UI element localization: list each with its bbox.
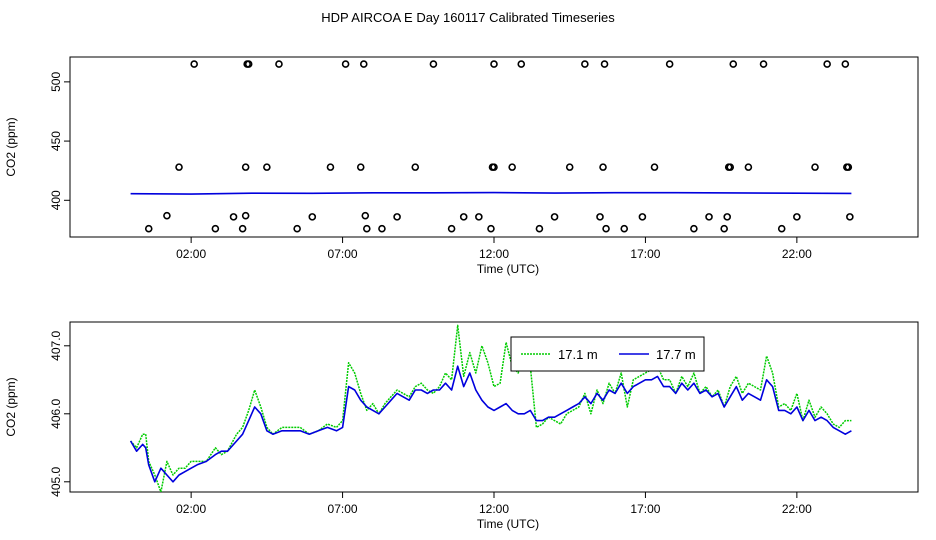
y-tick-label: 450 xyxy=(49,131,63,151)
data-point xyxy=(144,224,153,233)
data-point xyxy=(238,224,247,233)
y-tick-label: 406.0 xyxy=(49,398,63,428)
series-line-17-1-m xyxy=(130,324,852,492)
data-point xyxy=(190,60,198,68)
data-point xyxy=(550,213,559,221)
x-tick-label: 22:00 xyxy=(782,502,812,516)
data-point xyxy=(487,224,495,233)
x-tick-label: 02:00 xyxy=(176,502,206,516)
data-point xyxy=(359,60,368,68)
data-point xyxy=(508,163,516,171)
data-point xyxy=(744,163,753,171)
data-point xyxy=(275,60,283,68)
data-point xyxy=(846,213,854,221)
data-point xyxy=(759,60,768,68)
x-tick-label: 12:00 xyxy=(479,502,509,516)
y-tick-label: 407.0 xyxy=(49,330,63,360)
data-point xyxy=(723,213,732,221)
data-point xyxy=(378,224,386,233)
data-point xyxy=(726,163,735,171)
data-point xyxy=(602,224,610,233)
data-point xyxy=(581,60,589,68)
data-point xyxy=(823,60,831,68)
x-tick-label: 17:00 xyxy=(630,502,660,516)
y-axis-label: CO2 (ppm) xyxy=(4,377,18,436)
data-point xyxy=(326,163,335,171)
data-point xyxy=(475,213,483,221)
data-point xyxy=(459,213,468,221)
x-tick-label: 02:00 xyxy=(176,247,206,261)
data-point xyxy=(793,213,801,221)
legend-label: 17.7 m xyxy=(656,347,696,362)
data-point xyxy=(308,213,317,221)
top-panel: 02:00 07:00 12:00 17:00 22:00 400 450 500 Time (… xyxy=(4,56,919,276)
bottom-panel: 02:00 07:00 12:00 17:00 22:00 405.0 406.0 407.0… xyxy=(4,321,919,531)
data-point xyxy=(356,163,365,171)
plot-frame xyxy=(69,56,919,238)
data-point xyxy=(777,224,786,233)
data-point xyxy=(729,60,738,68)
data-point xyxy=(565,163,574,171)
data-point xyxy=(341,60,350,68)
y-axis-label: CO2 (ppm) xyxy=(4,117,18,176)
legend-box xyxy=(510,336,705,372)
series-line-17-7-m xyxy=(130,191,852,195)
data-point xyxy=(293,224,301,233)
data-point xyxy=(362,224,371,233)
data-point xyxy=(720,224,728,233)
data-point xyxy=(411,163,420,171)
data-point xyxy=(620,224,629,233)
data-point xyxy=(665,60,674,68)
data-point xyxy=(263,163,271,171)
y-tick-label: 405.0 xyxy=(49,466,63,496)
series-line-17-7-m xyxy=(129,365,852,483)
legend-label: 17.1 m xyxy=(558,347,598,362)
data-point xyxy=(241,163,250,171)
x-axis-label: Time (UTC) xyxy=(477,517,539,531)
data-point xyxy=(600,60,609,68)
data-point xyxy=(241,211,250,220)
data-point xyxy=(705,213,713,221)
plot-area xyxy=(130,60,854,233)
data-point xyxy=(490,163,498,171)
data-point xyxy=(638,213,647,221)
data-point xyxy=(393,213,401,221)
data-point xyxy=(596,213,604,221)
data-point xyxy=(535,224,544,233)
x-tick-label: 12:00 xyxy=(479,247,509,261)
data-point xyxy=(690,224,698,233)
x-tick-label: 07:00 xyxy=(328,247,358,261)
data-point xyxy=(490,60,498,68)
data-point xyxy=(844,163,853,171)
figure-title: HDP AIRCOA E Day 160117 Calibrated Times… xyxy=(321,10,615,25)
data-point xyxy=(229,213,238,221)
legend: 17.1 m 17.7 m xyxy=(510,336,705,372)
x-tick-label: 07:00 xyxy=(328,502,358,516)
data-point xyxy=(447,224,456,233)
y-tick-label: 400 xyxy=(49,190,63,210)
x-tick-label: 17:00 xyxy=(630,247,660,261)
data-point xyxy=(517,60,526,68)
data-point xyxy=(429,60,438,68)
x-axis-label: Time (UTC) xyxy=(477,262,539,276)
data-point xyxy=(599,163,607,171)
data-point xyxy=(175,163,183,171)
data-point xyxy=(811,163,819,171)
data-point xyxy=(650,163,659,171)
data-point xyxy=(211,224,220,233)
data-point xyxy=(841,60,850,68)
data-point xyxy=(361,211,370,220)
data-point xyxy=(244,60,253,68)
data-point xyxy=(163,211,171,220)
plot-frame xyxy=(69,321,919,493)
y-tick-label: 500 xyxy=(49,72,63,92)
x-tick-label: 22:00 xyxy=(782,247,812,261)
plot-area xyxy=(129,324,852,492)
